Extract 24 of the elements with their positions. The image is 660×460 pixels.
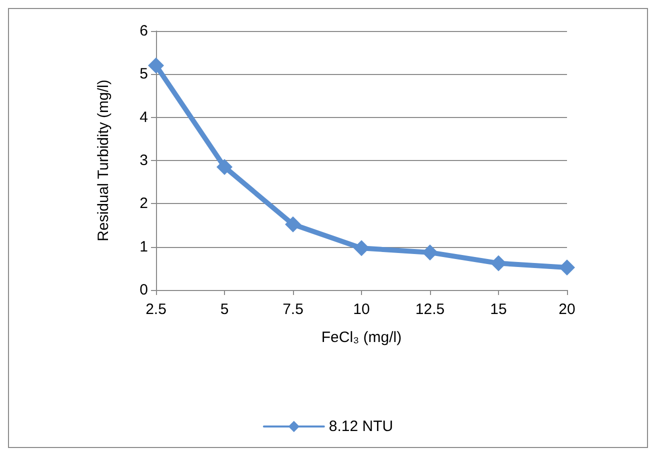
point xyxy=(490,255,506,272)
y-axis-title: Residual Turbidity (mg/l) xyxy=(95,80,112,242)
x-tick-label: 10 xyxy=(353,301,370,318)
point xyxy=(422,244,438,260)
x-tick-label: 2.5 xyxy=(146,301,166,318)
point xyxy=(354,240,370,256)
y-tick-label: 4 xyxy=(140,108,148,126)
y-tick-label: 3 xyxy=(140,152,148,169)
point xyxy=(216,158,232,175)
y-tick-label: 6 xyxy=(140,22,148,40)
y-tick-label: 5 xyxy=(140,66,148,83)
y-tick-label: 0 xyxy=(140,282,148,298)
y-tick-label: 1 xyxy=(140,238,148,256)
x-axis-title: FeCl₃ (mg/l) xyxy=(321,329,402,346)
legend-label: 8.12 NTU xyxy=(328,418,394,435)
x-tick-label: 7.5 xyxy=(282,301,304,318)
x-tick-label: 15 xyxy=(490,301,507,318)
x-tick-label: 5 xyxy=(220,301,229,318)
point xyxy=(559,260,575,276)
point xyxy=(148,58,164,74)
point xyxy=(285,216,301,232)
x-tick-label: 20 xyxy=(558,301,576,318)
y-tick-label: 2 xyxy=(140,195,148,212)
x-tick-label: 12.5 xyxy=(415,301,445,318)
